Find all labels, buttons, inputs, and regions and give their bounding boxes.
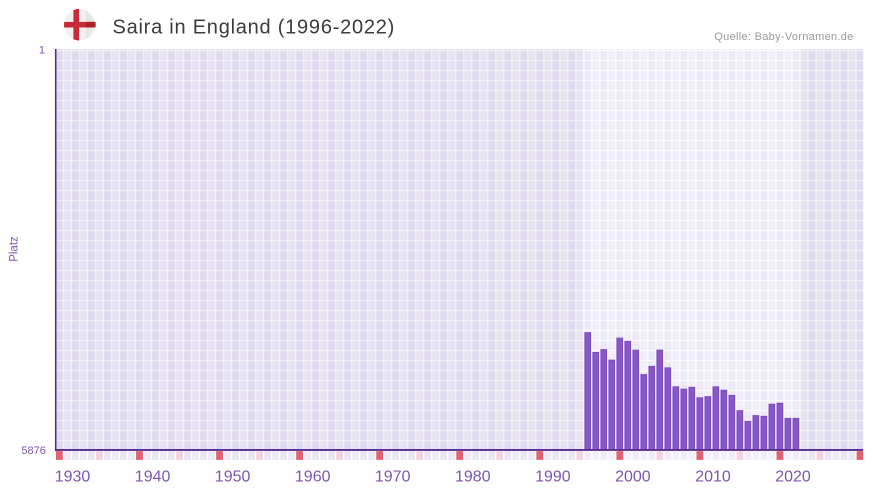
- svg-text:1990: 1990: [535, 469, 571, 486]
- svg-text:2010: 2010: [695, 469, 731, 486]
- svg-text:1: 1: [39, 45, 45, 57]
- svg-text:2000: 2000: [615, 469, 651, 486]
- svg-text:1930: 1930: [55, 469, 91, 486]
- svg-text:5876: 5876: [21, 445, 45, 457]
- svg-text:1940: 1940: [135, 469, 171, 486]
- svg-text:2020: 2020: [775, 469, 811, 486]
- svg-text:1970: 1970: [375, 469, 411, 486]
- svg-text:1980: 1980: [455, 469, 491, 486]
- svg-text:Saira in England (1996-2022): Saira in England (1996-2022): [113, 17, 396, 39]
- svg-text:Platz: Platz: [9, 236, 21, 262]
- svg-text:1950: 1950: [215, 469, 251, 486]
- svg-text:1960: 1960: [295, 469, 331, 486]
- svg-text:Quelle: Baby-Vornamen.de: Quelle: Baby-Vornamen.de: [714, 31, 853, 43]
